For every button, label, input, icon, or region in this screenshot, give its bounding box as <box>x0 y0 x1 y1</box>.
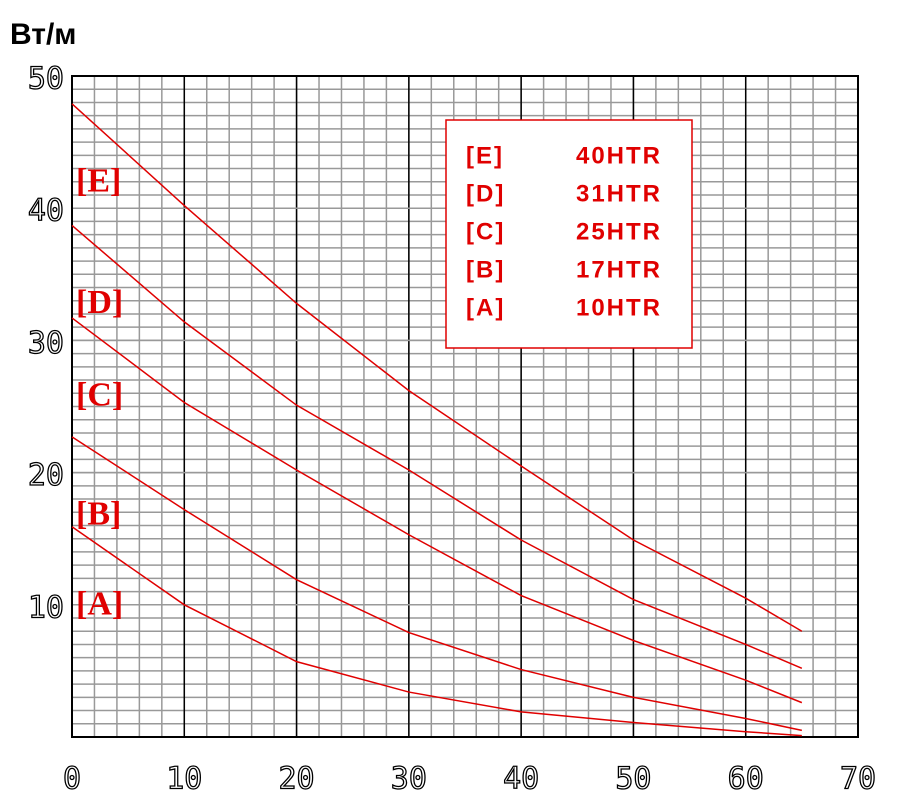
series-line <box>71 103 803 632</box>
y-tick-label: 10 <box>28 590 64 625</box>
series-line <box>71 224 803 669</box>
x-tick-label: 0 <box>63 762 81 797</box>
legend-key: [E] <box>466 142 504 169</box>
y-axis-title: Вт/м <box>10 18 77 51</box>
legend-key: [B] <box>466 256 505 283</box>
curve-label: [D] <box>76 284 123 321</box>
y-tick-label: 40 <box>28 194 64 229</box>
y-tick-label: 30 <box>28 326 64 361</box>
x-tick-label: 10 <box>166 762 202 797</box>
series-line <box>71 436 803 732</box>
x-tick-label: 40 <box>503 762 539 797</box>
legend-label: 10HTR <box>576 294 662 321</box>
legend-key: [D] <box>466 180 505 207</box>
legend: [E] 40HTR [D] 31HTR [C] 25HTR [B] 17HTR [A] 10HTR <box>445 119 693 349</box>
curve-label: [E] <box>76 163 121 200</box>
x-tick-label: 20 <box>279 762 315 797</box>
curve-label: [B] <box>76 496 121 533</box>
curve-label: [C] <box>76 377 123 414</box>
legend-label: 40HTR <box>576 142 662 169</box>
legend-key: [A] <box>466 294 505 321</box>
curve-label: [A] <box>76 586 123 623</box>
series-line <box>71 526 802 737</box>
x-tick-label: 50 <box>615 762 651 797</box>
x-tick-label: 30 <box>391 762 427 797</box>
x-tick-label: 70 <box>840 762 876 797</box>
x-tick-label: 60 <box>728 762 764 797</box>
legend-label: 25HTR <box>576 218 662 245</box>
legend-box <box>445 119 693 349</box>
y-tick-label: 20 <box>28 458 64 493</box>
legend-key: [C] <box>466 218 505 245</box>
legend-label: 17HTR <box>576 256 662 283</box>
legend-label: 31HTR <box>576 180 662 207</box>
plot-frame <box>71 75 859 738</box>
y-tick-label: 50 <box>28 62 64 97</box>
series-line <box>71 317 803 704</box>
